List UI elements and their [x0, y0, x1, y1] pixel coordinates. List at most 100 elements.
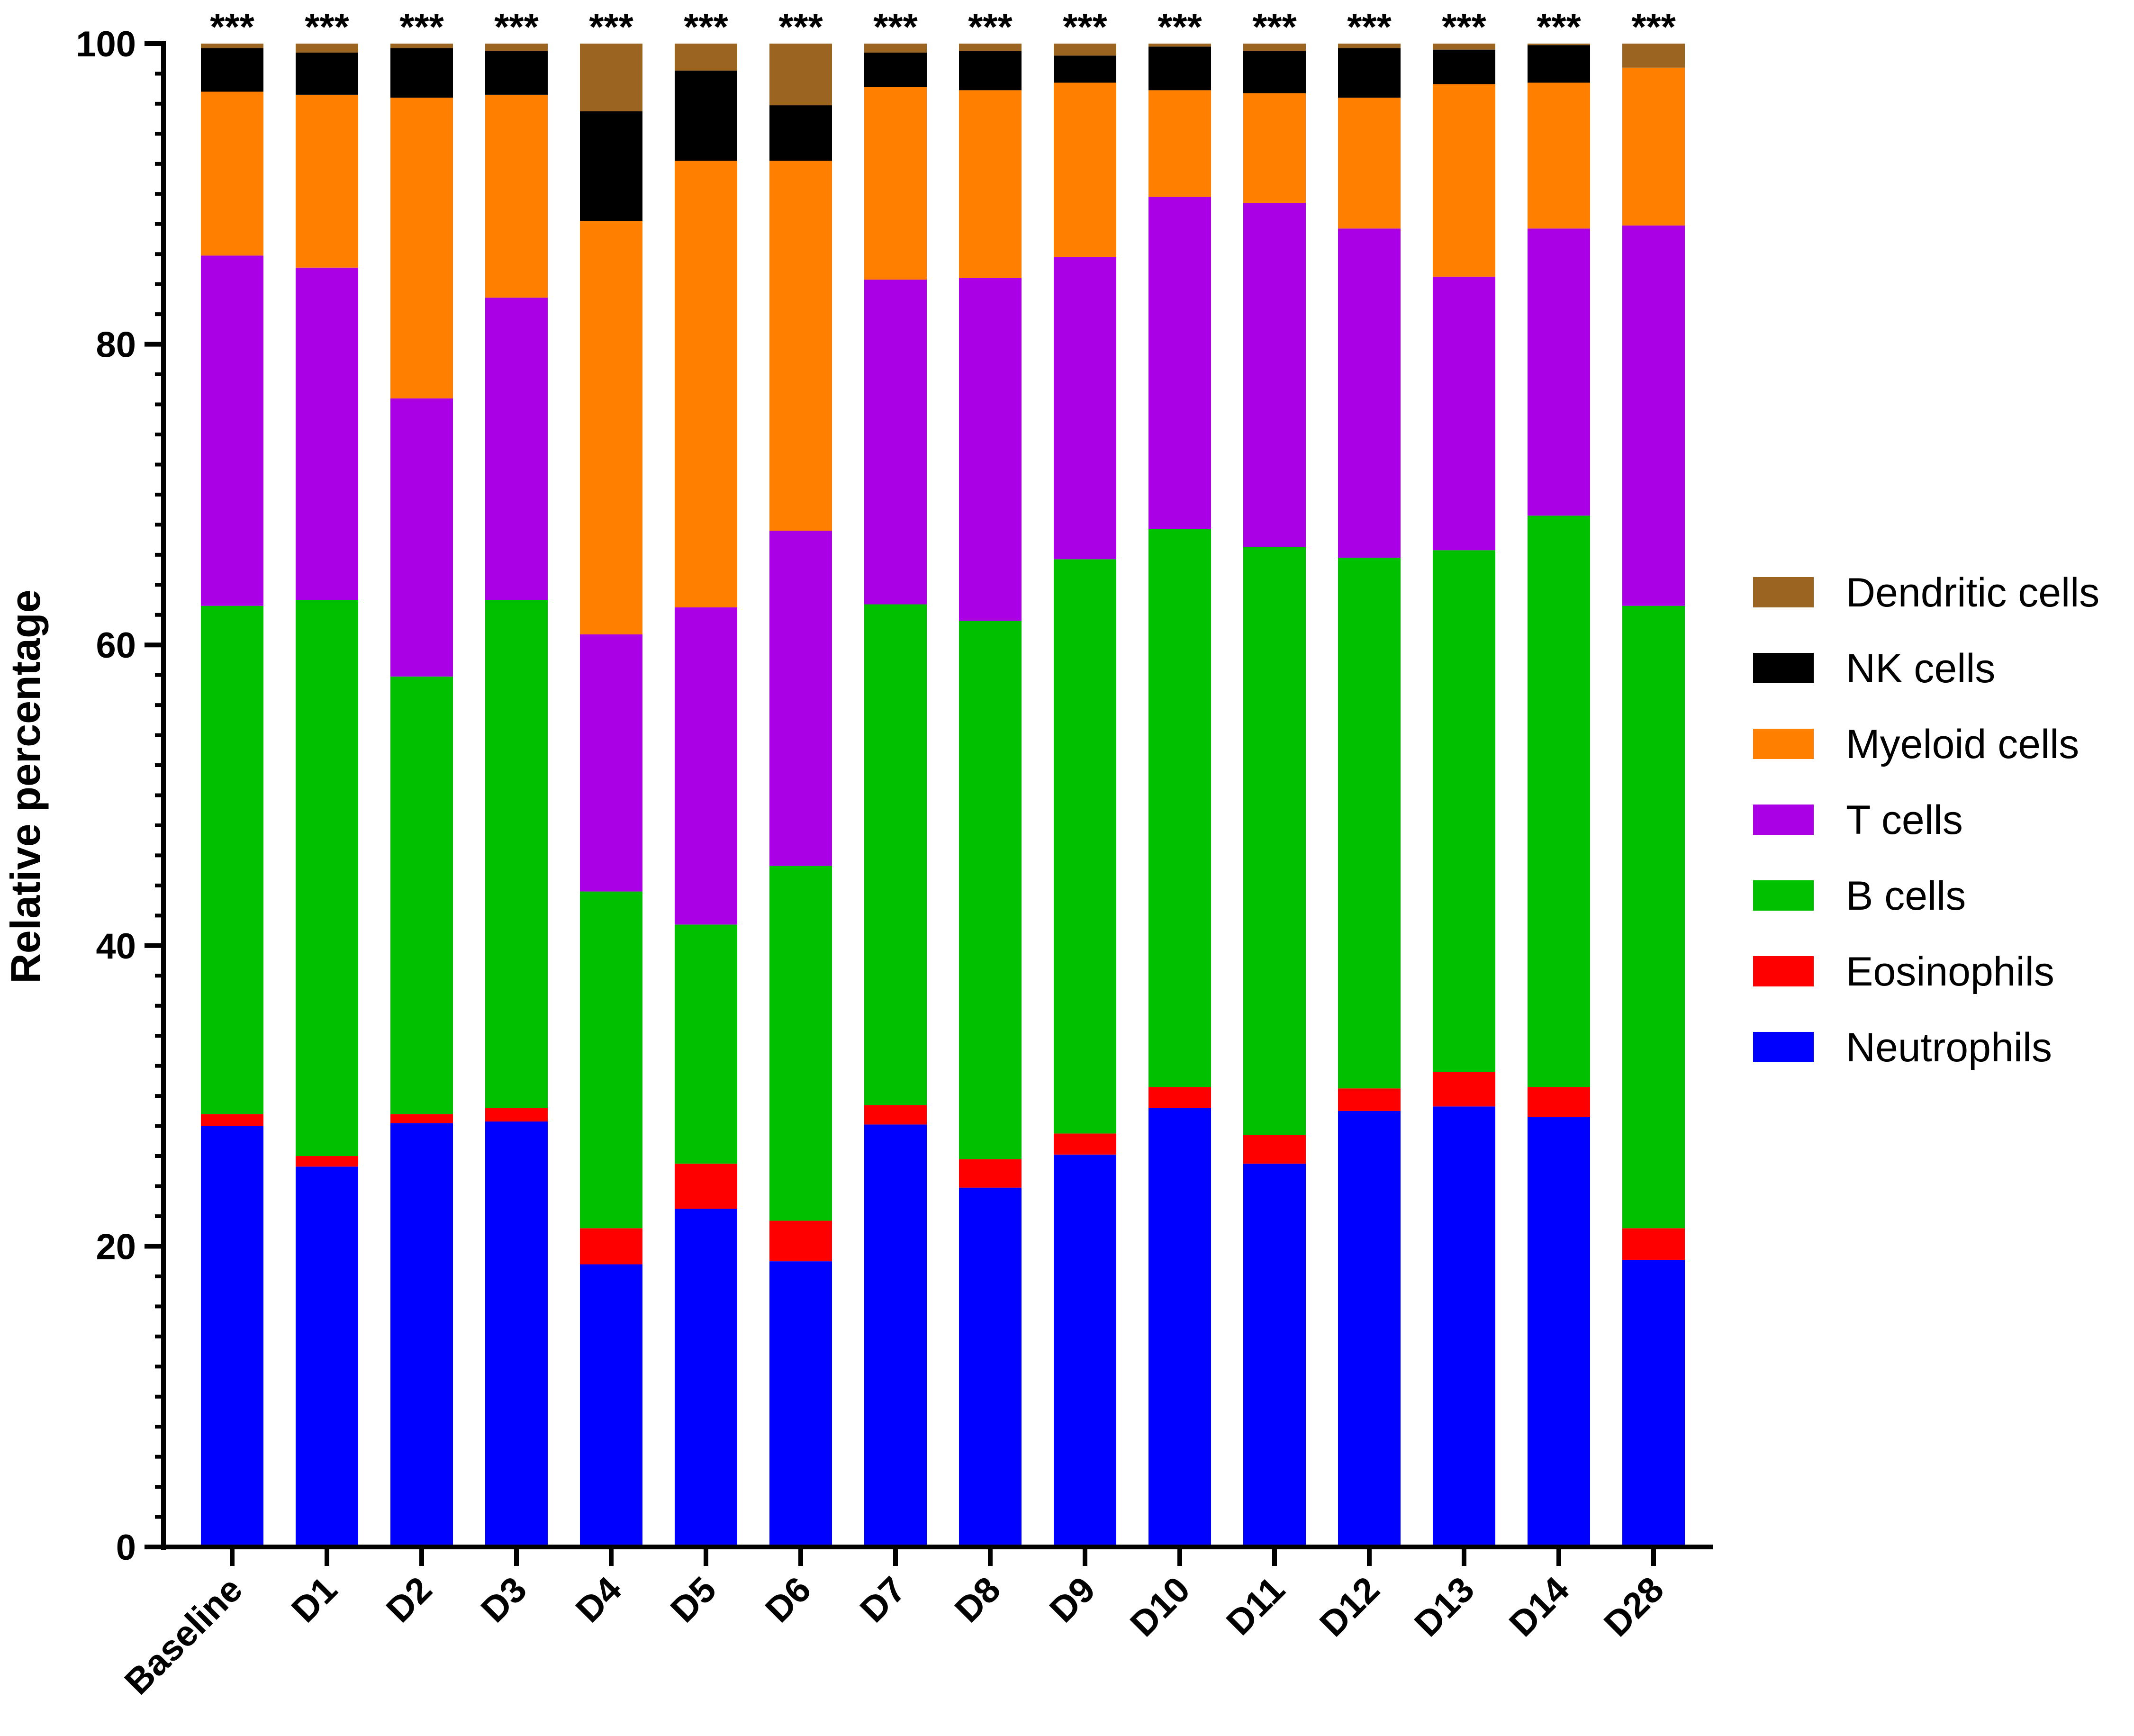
bar-segment-neutrophils [959, 1187, 1022, 1547]
bar-segment-b-cells [864, 604, 927, 1105]
bar-segment-dendritic-cells [959, 44, 1022, 51]
bar-segment-eosinophils [485, 1108, 548, 1122]
bar-segment-myeloid-cells [959, 90, 1022, 278]
significance-annotation: *** [589, 6, 633, 48]
bar-segment-nk-cells [1148, 46, 1211, 90]
bar-segment-dendritic-cells [1528, 44, 1590, 45]
legend-swatch-eosinophils [1753, 956, 1814, 986]
bar-segment-neutrophils [675, 1209, 737, 1547]
bar-segment-neutrophils [296, 1166, 358, 1547]
bar-segment-nk-cells [1054, 55, 1116, 83]
bar-segment-t-cells [864, 280, 927, 605]
legend-swatch-neutrophils [1753, 1032, 1814, 1062]
bar-segment-dendritic-cells [1338, 44, 1401, 48]
bar-segment-nk-cells [390, 48, 453, 98]
bar-segment-b-cells [1054, 559, 1116, 1134]
bar-segment-nk-cells [675, 71, 737, 161]
bar-segment-eosinophils [769, 1221, 832, 1262]
bar-segment-dendritic-cells [864, 44, 927, 53]
bar-segment-t-cells [1622, 225, 1685, 606]
bar-segment-neutrophils [769, 1261, 832, 1547]
bar-segment-nk-cells [769, 105, 832, 161]
bar-segment-dendritic-cells [485, 44, 548, 51]
bar-segment-b-cells [485, 600, 548, 1108]
bar-segment-neutrophils [1622, 1259, 1685, 1547]
bar-segment-eosinophils [296, 1156, 358, 1167]
significance-annotation: *** [1631, 6, 1676, 48]
bar-segment-b-cells [201, 606, 263, 1114]
significance-annotation: *** [494, 6, 539, 48]
bar-segment-neutrophils [864, 1124, 927, 1547]
bar-segment-dendritic-cells [1433, 44, 1495, 50]
legend-label-t-cells: T cells [1846, 797, 1963, 843]
bar-segment-eosinophils [1148, 1087, 1211, 1108]
significance-annotation: *** [1347, 6, 1392, 48]
significance-annotation: *** [684, 6, 728, 48]
x-tick-label: D10 [1122, 1569, 1198, 1645]
bar-segment-t-cells [485, 298, 548, 600]
bar-segment-b-cells [1338, 558, 1401, 1089]
bar-segment-b-cells [959, 621, 1022, 1159]
bar-segment-b-cells [675, 924, 737, 1164]
bar-segment-t-cells [1243, 203, 1306, 547]
bar-segment-myeloid-cells [296, 94, 358, 268]
significance-annotation: *** [399, 6, 444, 48]
x-tick-label: D8 [947, 1569, 1008, 1630]
x-tick-label: D4 [568, 1569, 629, 1630]
significance-annotation: *** [778, 6, 823, 48]
bar-segment-neutrophils [201, 1126, 263, 1547]
bar-segment-eosinophils [1054, 1133, 1116, 1155]
bar-segment-b-cells [769, 866, 832, 1221]
bar-segment-myeloid-cells [1433, 84, 1495, 277]
significance-annotation: *** [1063, 6, 1107, 48]
bar-segment-eosinophils [201, 1114, 263, 1126]
y-tick-label: 80 [96, 325, 136, 365]
bar-segment-t-cells [1528, 228, 1590, 516]
bar-segment-t-cells [201, 255, 263, 606]
bar-segment-nk-cells [864, 53, 927, 88]
bar-segment-myeloid-cells [1243, 93, 1306, 203]
bar-segment-t-cells [296, 267, 358, 600]
bar-segment-neutrophils [1528, 1117, 1590, 1547]
bar-segment-t-cells [1338, 228, 1401, 558]
x-tick-label: D1 [284, 1569, 345, 1630]
x-tick-label: D6 [758, 1569, 819, 1630]
significance-annotation: *** [1442, 6, 1486, 48]
bar-segment-dendritic-cells [1622, 44, 1685, 68]
bar-segment-myeloid-cells [769, 161, 832, 531]
legend-label-dendritic-cells: Dendritic cells [1846, 570, 2099, 615]
bar-segment-myeloid-cells [675, 161, 737, 607]
legend-label-nk-cells: NK cells [1846, 646, 1995, 691]
bars-layer [201, 44, 1685, 1547]
bar-segment-eosinophils [1243, 1135, 1306, 1164]
bar-segment-nk-cells [1528, 45, 1590, 83]
legend-swatch-b-cells [1753, 880, 1814, 911]
bar-segment-myeloid-cells [1054, 82, 1116, 257]
legend-swatch-myeloid-cells [1753, 729, 1814, 759]
bar-segment-myeloid-cells [1622, 67, 1685, 226]
bar-segment-nk-cells [1433, 49, 1495, 84]
x-tick-label: D13 [1407, 1569, 1482, 1645]
bar-segment-nk-cells [1338, 48, 1401, 98]
bar-segment-neutrophils [580, 1264, 642, 1547]
bar-segment-nk-cells [485, 51, 548, 95]
legend-label-neutrophils: Neutrophils [1846, 1025, 2052, 1070]
bar-segment-neutrophils [390, 1123, 453, 1547]
bar-segment-dendritic-cells [1148, 44, 1211, 47]
bar-segment-nk-cells [959, 51, 1022, 90]
legend-swatch-nk-cells [1753, 653, 1814, 683]
bar-segment-eosinophils [675, 1163, 737, 1209]
legend-label-b-cells: B cells [1846, 873, 1966, 919]
bar-segment-t-cells [675, 607, 737, 925]
significance-annotation: *** [1157, 6, 1202, 48]
bar-segment-neutrophils [1054, 1154, 1116, 1547]
bar-segment-eosinophils [390, 1114, 453, 1123]
bar-segment-myeloid-cells [1338, 98, 1401, 229]
x-tick-label: D28 [1596, 1569, 1672, 1645]
y-tick-label: 0 [116, 1528, 136, 1568]
legend-label-eosinophils: Eosinophils [1846, 949, 2054, 995]
bar-segment-eosinophils [1433, 1072, 1495, 1107]
bar-segment-neutrophils [1243, 1163, 1306, 1547]
bar-segment-b-cells [1622, 606, 1685, 1229]
